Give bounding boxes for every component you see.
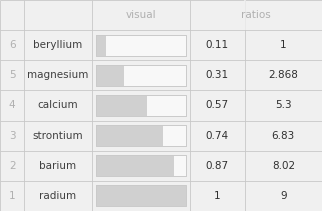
- Text: 9: 9: [280, 191, 287, 201]
- Bar: [0, 151, 322, 181]
- Text: ratios: ratios: [241, 10, 271, 20]
- Text: radium: radium: [39, 191, 77, 201]
- Bar: [96, 155, 186, 176]
- Text: 5: 5: [9, 70, 15, 80]
- Bar: [96, 95, 186, 116]
- Text: 0.11: 0.11: [206, 40, 229, 50]
- Bar: [96, 185, 186, 207]
- Bar: [96, 35, 186, 56]
- Text: strontium: strontium: [33, 131, 83, 141]
- Bar: [96, 155, 174, 176]
- Bar: [96, 185, 186, 207]
- Text: calcium: calcium: [38, 100, 78, 111]
- Text: 2: 2: [9, 161, 15, 171]
- Text: 8.02: 8.02: [272, 161, 295, 171]
- Bar: [96, 35, 106, 56]
- Bar: [0, 60, 322, 91]
- Text: 1: 1: [9, 191, 15, 201]
- Text: 6: 6: [9, 40, 15, 50]
- Bar: [96, 65, 186, 86]
- Text: 0.87: 0.87: [206, 161, 229, 171]
- Text: magnesium: magnesium: [27, 70, 89, 80]
- Bar: [96, 155, 186, 176]
- Bar: [0, 0, 322, 30]
- Bar: [0, 91, 322, 120]
- Text: 0.57: 0.57: [206, 100, 229, 111]
- Bar: [96, 65, 124, 86]
- Text: 2.868: 2.868: [269, 70, 298, 80]
- Text: beryllium: beryllium: [33, 40, 82, 50]
- Text: barium: barium: [39, 161, 77, 171]
- Text: 5.3: 5.3: [275, 100, 292, 111]
- Bar: [96, 125, 186, 146]
- Text: 1: 1: [280, 40, 287, 50]
- Bar: [0, 120, 322, 151]
- Bar: [96, 125, 186, 146]
- Text: visual: visual: [126, 10, 156, 20]
- Text: 1: 1: [214, 191, 221, 201]
- Text: 0.74: 0.74: [206, 131, 229, 141]
- Text: 3: 3: [9, 131, 15, 141]
- Bar: [96, 185, 186, 207]
- Text: 0.31: 0.31: [206, 70, 229, 80]
- Text: 4: 4: [9, 100, 15, 111]
- Bar: [96, 95, 147, 116]
- Bar: [96, 125, 163, 146]
- Text: 6.83: 6.83: [272, 131, 295, 141]
- Bar: [96, 65, 186, 86]
- Bar: [0, 181, 322, 211]
- Bar: [0, 30, 322, 60]
- Bar: [96, 35, 186, 56]
- Bar: [96, 95, 186, 116]
